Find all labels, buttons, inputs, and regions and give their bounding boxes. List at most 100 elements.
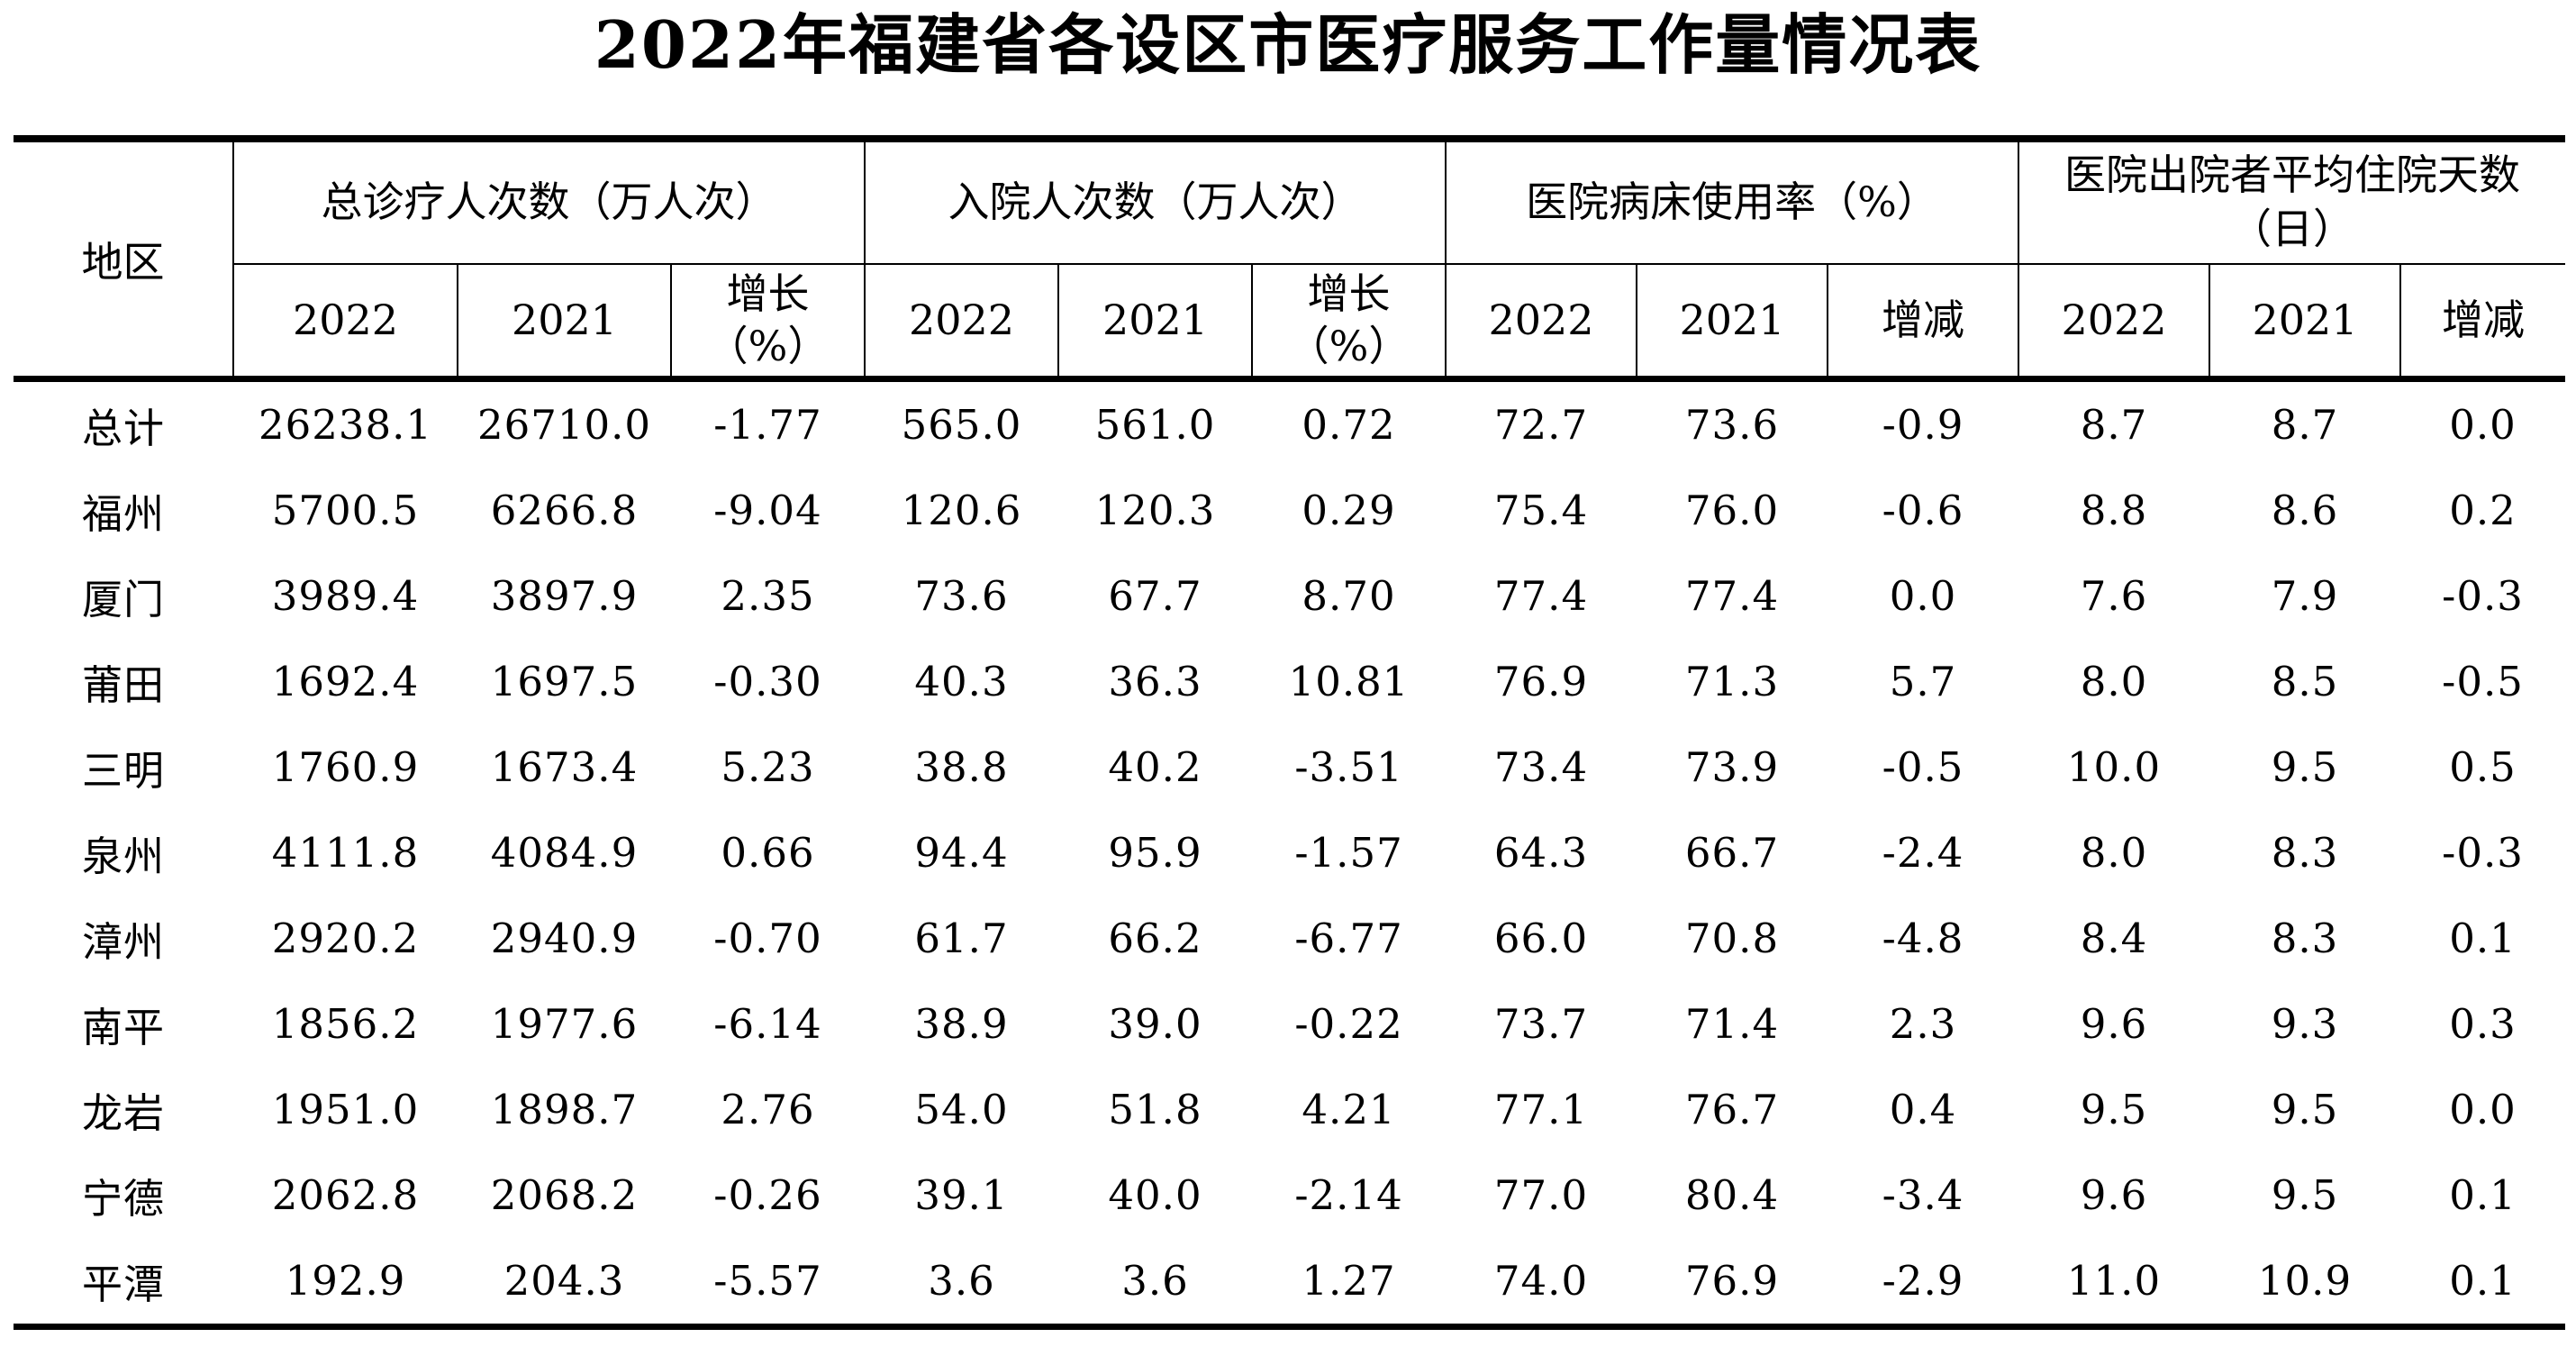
value-cell: -0.22: [1294, 1000, 1403, 1048]
table-row: 总计 26238.1 26710.0 -1.77 565.0 561.0 0.72 72.7 7…: [14, 379, 2565, 469]
value-cell: 4084.9: [490, 829, 639, 877]
value-cell: -2.4: [1882, 829, 1964, 877]
value-cell: 40.2: [1108, 743, 1202, 791]
value-cell: 38.9: [914, 1000, 1009, 1048]
table-body: 总计 26238.1 26710.0 -1.77 565.0 561.0 0.72 72.7 7…: [14, 379, 2565, 1327]
region-cell: 平潭: [81, 1260, 165, 1308]
value-cell: 5700.5: [271, 487, 420, 534]
value-cell: -1.57: [1294, 829, 1403, 877]
value-cell: -0.70: [713, 915, 822, 962]
value-cell: 72.7: [1493, 401, 1589, 449]
value-cell: 0.2: [2449, 487, 2517, 534]
region-cell: 泉州: [81, 833, 165, 880]
table-row: 漳州 2920.2 2940.9 -0.70 61.7 66.2 -6.77 66.0 70.8…: [14, 896, 2565, 981]
value-cell: 73.7: [1493, 1000, 1589, 1048]
value-cell: 73.6: [1684, 401, 1780, 449]
value-cell: 192.9: [285, 1257, 406, 1305]
value-cell: 61.7: [914, 915, 1009, 962]
column-header-bed-2022: 2022: [1445, 264, 1637, 382]
value-cell: 95.9: [1108, 829, 1202, 877]
region-cell: 厦门: [81, 576, 165, 623]
value-cell: 74.0: [1493, 1257, 1589, 1305]
region-cell: 三明: [81, 747, 165, 795]
value-cell: 9.6: [2080, 1000, 2148, 1048]
value-cell: 1856.2: [271, 1000, 420, 1048]
value-cell: 67.7: [1108, 572, 1202, 620]
value-cell: 11.0: [2066, 1257, 2162, 1305]
value-cell: 204.3: [503, 1257, 625, 1305]
value-cell: 77.1: [1493, 1086, 1589, 1133]
value-cell: 66.2: [1108, 915, 1202, 962]
value-cell: 9.6: [2080, 1171, 2148, 1219]
value-cell: 64.3: [1493, 829, 1589, 877]
value-cell: 66.7: [1684, 829, 1780, 877]
value-cell: -2.9: [1882, 1257, 1964, 1305]
value-cell: 51.8: [1108, 1086, 1202, 1133]
medical-workload-table: 地区 总诊疗人次数（万人次） 入院人次数（万人次） 医院病床使用率（%） 医院出…: [14, 135, 2566, 1330]
region-cell: 总计: [81, 405, 165, 452]
value-cell: 9.5: [2271, 1086, 2339, 1133]
value-cell: -5.57: [713, 1257, 822, 1305]
table-row: 莆田 1692.4 1697.5 -0.30 40.3 36.3 10.81 76.9 71.3…: [14, 639, 2565, 724]
value-cell: 2920.2: [271, 915, 420, 962]
value-cell: -2.14: [1294, 1171, 1403, 1219]
value-cell: 9.5: [2080, 1086, 2148, 1133]
group-header-row: 地区 总诊疗人次数（万人次） 入院人次数（万人次） 医院病床使用率（%） 医院出…: [14, 139, 2566, 382]
value-cell: 1697.5: [490, 658, 639, 705]
table-header: 地区 总诊疗人次数（万人次） 入院人次数（万人次） 医院病床使用率（%） 医院出…: [14, 139, 2566, 382]
value-cell: 36.3: [1108, 658, 1202, 705]
value-cell: 76.0: [1684, 487, 1780, 534]
value-cell: 73.9: [1684, 743, 1780, 791]
value-cell: 1898.7: [490, 1086, 639, 1133]
value-cell: 3.6: [1121, 1257, 1189, 1305]
value-cell: 54.0: [914, 1086, 1009, 1133]
column-header-visits-growth: 增长 （%）: [669, 264, 866, 382]
value-cell: 8.4: [2080, 915, 2148, 962]
column-header-visits-2021: 2021: [457, 264, 671, 382]
value-cell: -0.6: [1882, 487, 1964, 534]
value-cell: 80.4: [1684, 1171, 1780, 1219]
value-cell: 1673.4: [490, 743, 639, 791]
value-cell: 1692.4: [271, 658, 420, 705]
value-cell: 0.1: [2449, 1171, 2517, 1219]
value-cell: 0.1: [2449, 1257, 2517, 1305]
value-cell: 9.5: [2271, 1171, 2339, 1219]
value-cell: 76.9: [1493, 658, 1589, 705]
value-cell: 2.3: [1889, 1000, 1957, 1048]
value-cell: 8.8: [2080, 487, 2148, 534]
value-cell: 6266.8: [490, 487, 639, 534]
table-row: 宁德 2062.8 2068.2 -0.26 39.1 40.0 -2.14 77.0 80.4…: [14, 1152, 2565, 1238]
value-cell: 10.9: [2257, 1257, 2353, 1305]
value-cell: 1760.9: [271, 743, 420, 791]
page-title: 2022年福建省各设区市医疗服务工作量情况表: [594, 6, 1982, 83]
value-cell: 66.0: [1493, 915, 1589, 962]
value-cell: -0.30: [713, 658, 822, 705]
value-cell: 0.29: [1302, 487, 1396, 534]
value-cell: 120.6: [901, 487, 1022, 534]
value-cell: -4.8: [1882, 915, 1964, 962]
value-cell: 0.5: [2449, 743, 2517, 791]
column-header-stay-2022: 2022: [2018, 264, 2210, 382]
value-cell: 76.9: [1684, 1257, 1780, 1305]
value-cell: 73.4: [1493, 743, 1589, 791]
value-cell: 0.0: [2449, 1086, 2517, 1133]
column-header-admissions-2021: 2021: [1057, 264, 1253, 382]
value-cell: 77.0: [1493, 1171, 1589, 1219]
value-cell: -0.5: [1882, 743, 1964, 791]
value-cell: 75.4: [1493, 487, 1589, 534]
value-cell: 0.72: [1302, 401, 1396, 449]
column-header-admissions-growth: 增长 （%）: [1251, 264, 1447, 382]
value-cell: 120.3: [1094, 487, 1216, 534]
value-cell: 38.8: [914, 743, 1009, 791]
table-row: 三明 1760.9 1673.4 5.23 38.8 40.2 -3.51 73.4 73.9 -…: [14, 724, 2565, 810]
value-cell: 0.1: [2449, 915, 2517, 962]
value-cell: 71.3: [1684, 658, 1780, 705]
value-cell: 9.5: [2271, 743, 2339, 791]
table-row: 厦门 3989.4 3897.9 2.35 73.6 67.7 8.70 77.4 77.4 0.…: [14, 553, 2565, 639]
value-cell: 7.6: [2080, 572, 2148, 620]
column-group-total-visits: 总诊疗人次数（万人次）: [233, 139, 866, 265]
value-cell: 10.0: [2066, 743, 2162, 791]
value-cell: -3.4: [1882, 1171, 1964, 1219]
value-cell: 2062.8: [271, 1171, 420, 1219]
region-cell: 龙岩: [81, 1089, 165, 1137]
